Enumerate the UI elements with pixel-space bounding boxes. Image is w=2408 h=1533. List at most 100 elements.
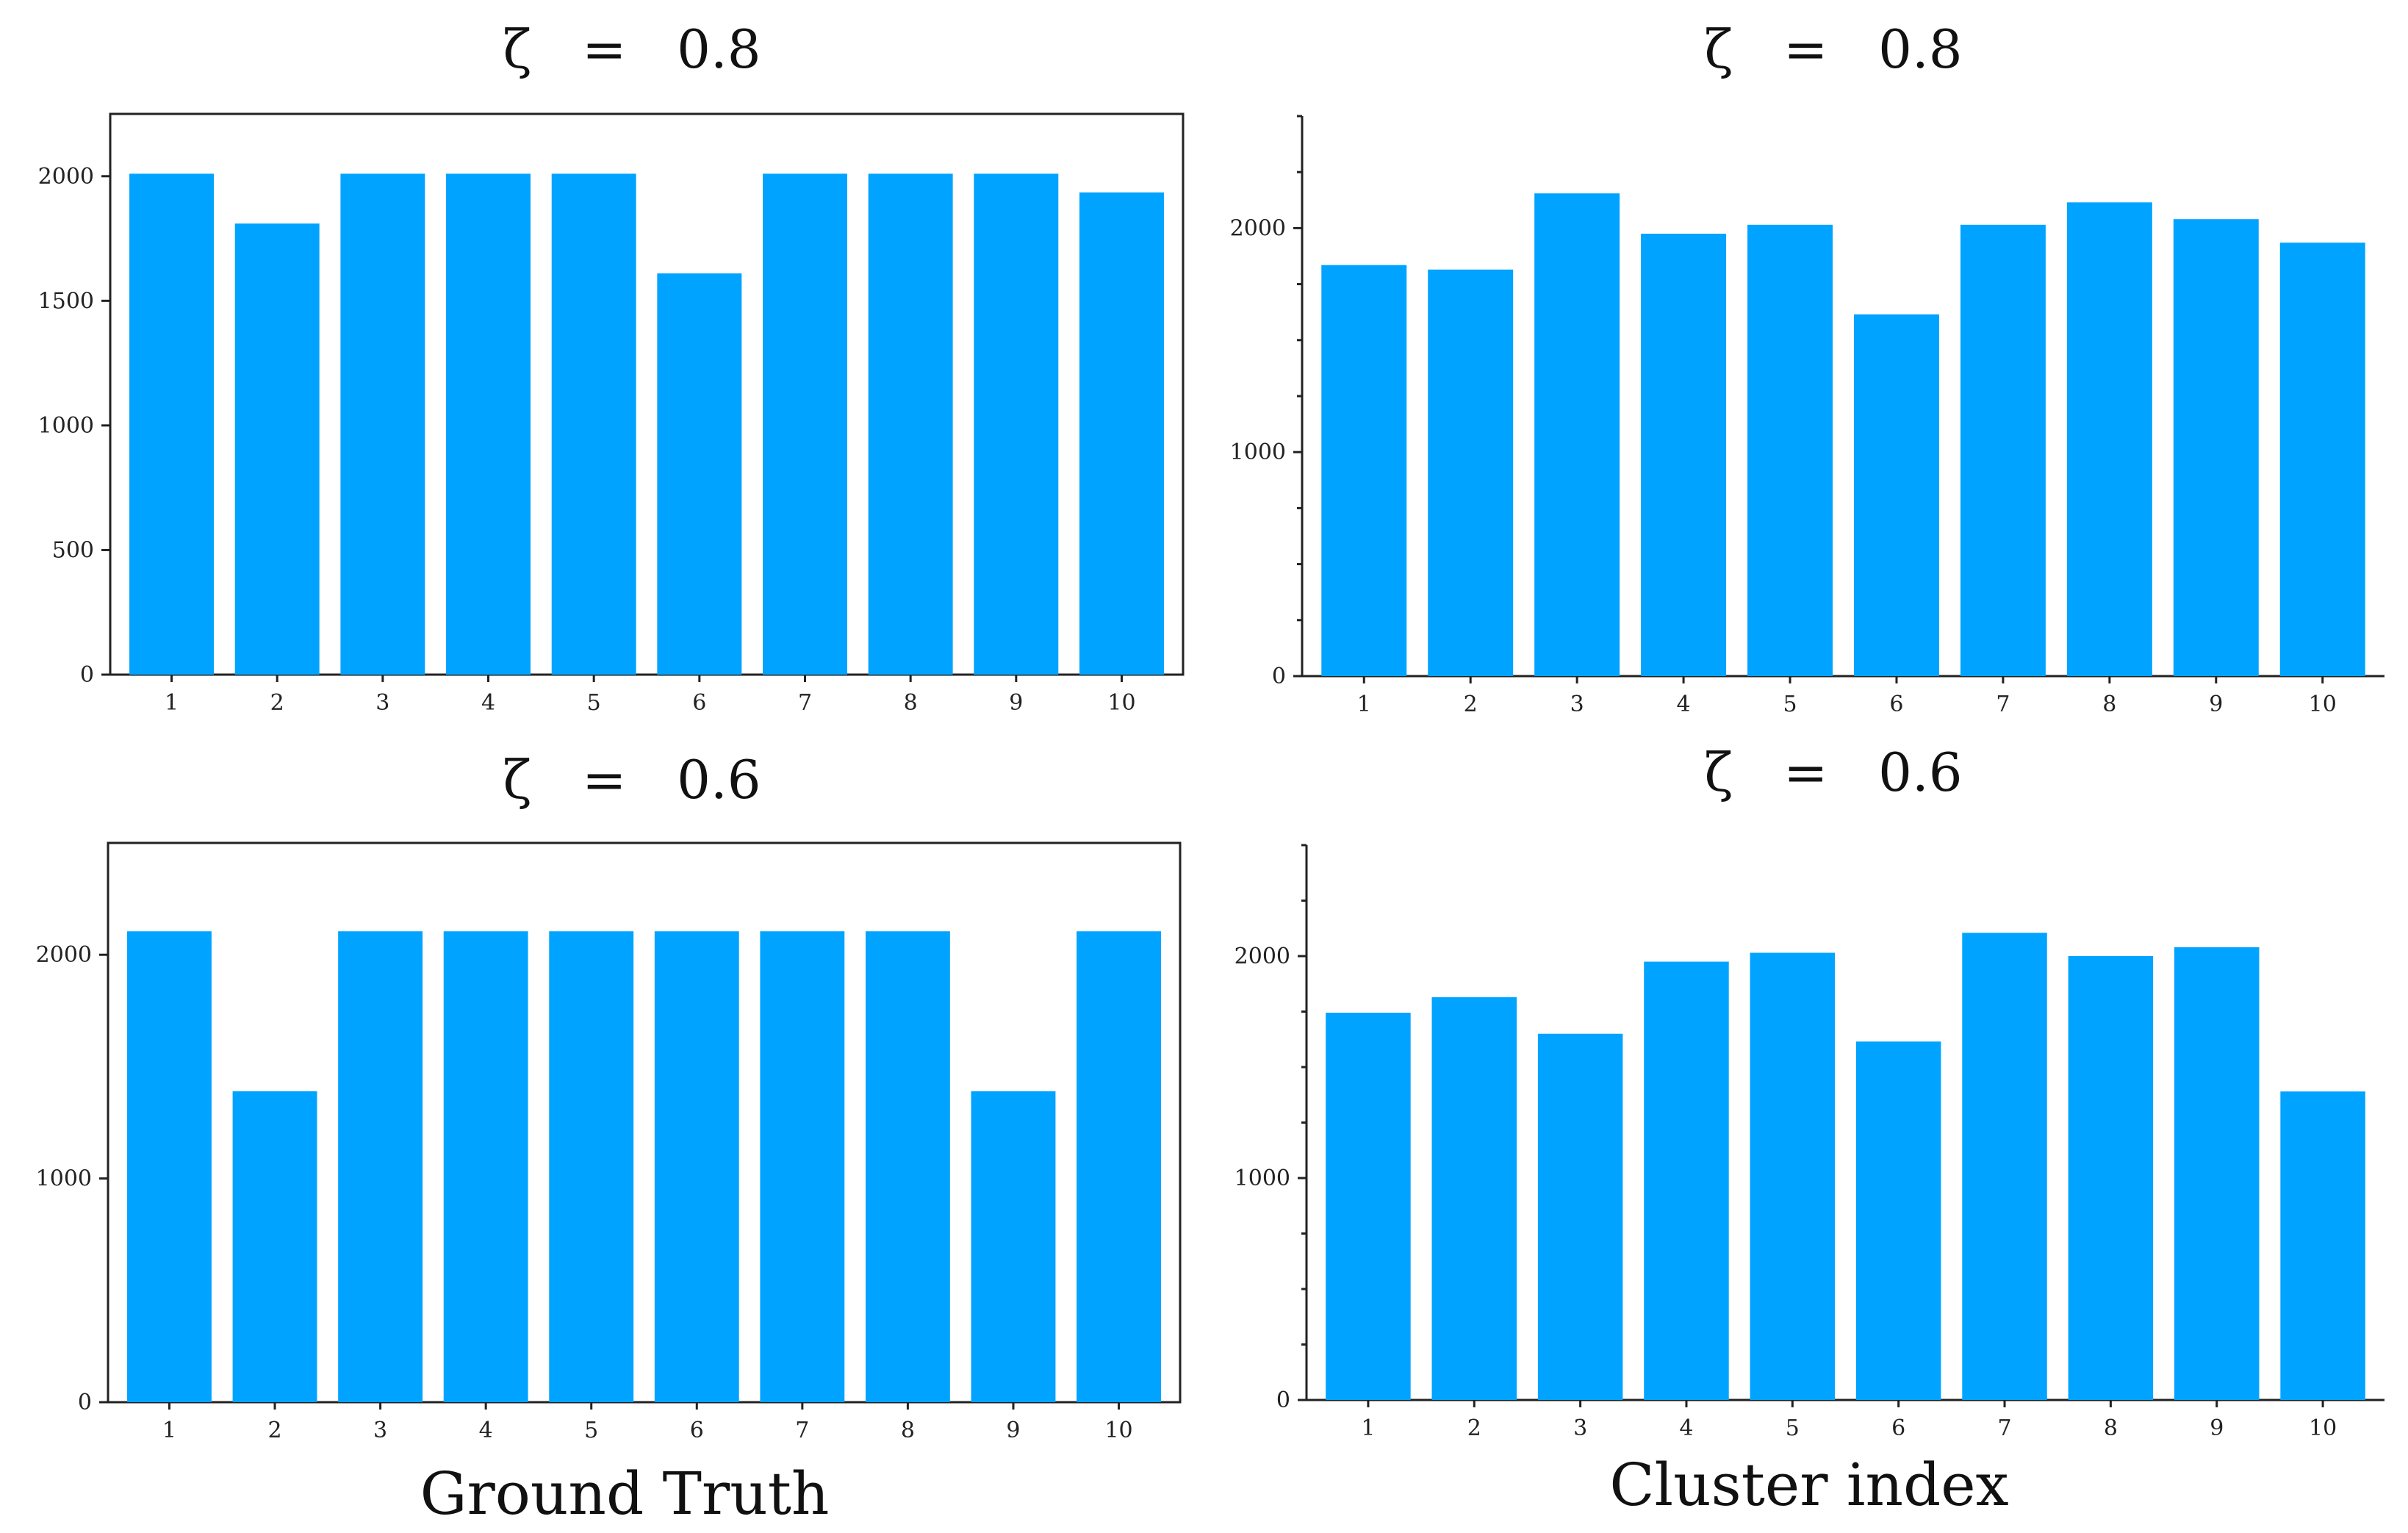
chart-4-title: ζ = 0.6 [1704, 742, 1962, 803]
bar-6 [654, 931, 739, 1402]
bar-4 [446, 173, 531, 675]
x-tick-label-6: 6 [1889, 692, 1903, 717]
x-tick-label-6: 6 [690, 1418, 704, 1443]
bar-1 [127, 931, 212, 1402]
bar-2 [1431, 997, 1517, 1400]
x-tick-label-8: 8 [901, 1418, 915, 1443]
y-tick-label-1000: 1000 [36, 1166, 92, 1192]
bar-8 [865, 931, 950, 1402]
caption-cluster-index: Cluster index [1609, 1451, 2008, 1519]
chart-cluster-zeta-06: 1 2 3 4 5 6 7 8 9 10 0 1000 2000 [1234, 844, 2384, 1441]
y-tick-label-500: 500 [52, 537, 94, 563]
chart-2-title: ζ = 0.8 [1704, 18, 1962, 80]
bar-1 [1326, 1013, 1411, 1400]
plot-frame [107, 841, 1182, 1404]
bar-1 [129, 173, 214, 675]
chart-1-title: ζ = 0.8 [503, 18, 761, 80]
bar-10 [1077, 931, 1161, 1402]
bar-8 [2066, 202, 2152, 676]
x-tick-label-3: 3 [373, 1418, 387, 1443]
x-tick-label-10: 10 [1107, 690, 1135, 716]
bar-2 [234, 223, 320, 675]
chart-ground-truth-zeta-08: 1 2 3 4 5 6 7 8 9 10 0 500 1000 1500 2000 [38, 112, 1185, 716]
y-tick-label-2000: 2000 [1234, 944, 1290, 969]
x-tick-label-2: 2 [270, 690, 284, 716]
x-tick-label-10: 10 [2309, 692, 2337, 717]
bar-6 [1853, 314, 1939, 676]
y-tick-label-1000: 1000 [1234, 1166, 1290, 1191]
x-tick-label-10: 10 [1104, 1418, 1132, 1443]
y-tick-label-0: 0 [78, 1390, 92, 1415]
x-tick-label-7: 7 [1996, 692, 2010, 717]
x-tick-label-2: 2 [1464, 692, 1478, 717]
x-tick-label-9: 9 [2210, 1415, 2224, 1441]
chart-3-title: ζ = 0.6 [503, 749, 761, 811]
x-tick-label-5: 5 [584, 1418, 598, 1443]
bar-7 [1962, 933, 2047, 1400]
bar-9 [971, 1091, 1056, 1402]
x-tick-label-9: 9 [1009, 690, 1023, 716]
y-tick-label-1000: 1000 [38, 413, 94, 439]
bar-10 [2279, 243, 2365, 676]
bar-3 [340, 173, 425, 675]
bar-8 [868, 173, 953, 675]
y-tick-label-0: 0 [1276, 1387, 1290, 1413]
y-tick-label-2000: 2000 [38, 164, 94, 190]
y-tick-label-0: 0 [80, 662, 94, 688]
bar-5 [551, 173, 636, 675]
x-tick-label-6: 6 [692, 690, 706, 716]
x-tick-label-3: 3 [1573, 1415, 1587, 1441]
bar-4 [1644, 961, 1729, 1400]
bar-1 [1321, 265, 1407, 676]
bar-9 [2174, 947, 2260, 1400]
x-tick-label-5: 5 [1786, 1415, 1800, 1441]
x-tick-label-4: 4 [481, 690, 495, 716]
bar-5 [1750, 952, 1836, 1400]
bar-6 [1855, 1041, 1941, 1400]
x-tick-label-9: 9 [1006, 1418, 1020, 1443]
x-tick-label-7: 7 [795, 1418, 809, 1443]
bar-2 [232, 1091, 317, 1402]
bar-3 [1537, 1033, 1623, 1400]
bar-2 [1428, 269, 1514, 677]
x-tick-label-1: 1 [165, 690, 179, 716]
x-tick-label-3: 3 [375, 690, 389, 716]
x-tick-label-2: 2 [267, 1418, 281, 1443]
y-tick-label-0: 0 [1272, 664, 1286, 689]
x-tick-label-8: 8 [2104, 1415, 2118, 1441]
x-tick-label-1: 1 [1361, 1415, 1375, 1441]
chart-cluster-zeta-08: 1 2 3 4 5 6 7 8 9 10 0 1000 2000 [1230, 115, 2384, 717]
x-tick-label-1: 1 [1357, 692, 1371, 717]
bar-4 [443, 931, 528, 1402]
plot-frame [109, 112, 1185, 676]
y-tick-label-2000: 2000 [36, 942, 92, 968]
bar-4 [1641, 234, 1727, 676]
bar-7 [760, 931, 845, 1402]
x-tick-label-3: 3 [1570, 692, 1584, 717]
x-tick-label-9: 9 [2209, 692, 2223, 717]
bar-3 [1534, 193, 1620, 676]
x-tick-label-2: 2 [1467, 1415, 1481, 1441]
bar-9 [974, 173, 1059, 675]
caption-ground-truth: Ground Truth [420, 1460, 830, 1528]
x-tick-label-4: 4 [1677, 692, 1691, 717]
x-tick-label-7: 7 [798, 690, 812, 716]
x-tick-label-8: 8 [2102, 692, 2116, 717]
chart-ground-truth-zeta-06: 1 2 3 4 5 6 7 8 9 10 0 1000 2000 [36, 841, 1182, 1443]
x-tick-label-10: 10 [2309, 1415, 2337, 1441]
bar-3 [338, 931, 423, 1402]
x-tick-label-1: 1 [162, 1418, 176, 1443]
bar-5 [549, 931, 634, 1402]
bar-10 [1079, 192, 1164, 675]
x-tick-label-5: 5 [587, 690, 601, 716]
bar-9 [2173, 219, 2259, 676]
bar-7 [1960, 224, 2046, 676]
x-tick-label-7: 7 [1997, 1415, 2011, 1441]
x-tick-label-4: 4 [1679, 1415, 1693, 1441]
bar-5 [1747, 224, 1833, 676]
bar-8 [2068, 956, 2154, 1400]
x-tick-label-5: 5 [1783, 692, 1797, 717]
bar-7 [763, 173, 847, 675]
y-tick-label-2000: 2000 [1230, 215, 1286, 241]
